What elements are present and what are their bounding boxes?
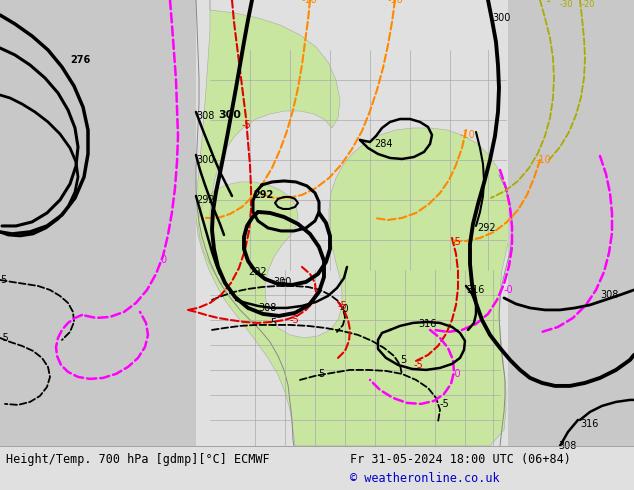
Text: 308: 308 [600, 290, 618, 300]
Text: 316: 316 [466, 285, 484, 295]
Text: -10: -10 [536, 155, 552, 165]
Bar [508, 0, 634, 446]
Bar [0, 0, 196, 446]
Polygon shape [196, 0, 510, 446]
Text: 0: 0 [160, 255, 166, 265]
Text: 308: 308 [196, 111, 214, 121]
Text: 292: 292 [477, 223, 496, 233]
Text: -5: -5 [440, 399, 450, 409]
Text: 5: 5 [270, 318, 276, 328]
Text: -20: -20 [582, 0, 595, 9]
Text: 5: 5 [318, 369, 324, 379]
Text: -5: -5 [338, 301, 348, 311]
Text: 292: 292 [196, 195, 215, 205]
Text: Height/Temp. 700 hPa [gdmp][°C] ECMWF: Height/Temp. 700 hPa [gdmp][°C] ECMWF [6, 453, 269, 466]
Text: -30: -30 [560, 0, 574, 9]
Text: -5: -5 [278, 279, 288, 289]
Text: -0: -0 [504, 285, 514, 295]
Text: 316: 316 [580, 419, 598, 429]
Text: -5: -5 [0, 333, 10, 343]
Text: 276: 276 [70, 55, 90, 65]
Text: -5: -5 [290, 315, 300, 325]
Text: 300: 300 [492, 13, 510, 23]
Text: 316: 316 [418, 319, 436, 329]
Text: -5: -5 [242, 120, 252, 130]
Text: Fr 31-05-2024 18:00 UTC (06+84): Fr 31-05-2024 18:00 UTC (06+84) [350, 453, 571, 466]
Text: -5: -5 [452, 237, 462, 247]
Text: 308: 308 [558, 441, 576, 451]
Text: 284: 284 [374, 139, 392, 149]
Text: 5: 5 [400, 355, 406, 365]
Text: -1: -1 [544, 0, 552, 4]
Text: 308: 308 [258, 303, 276, 313]
Text: 292: 292 [253, 190, 273, 200]
Text: -10: -10 [388, 0, 404, 5]
Text: 300: 300 [196, 155, 214, 165]
Text: 292: 292 [248, 267, 267, 277]
Text: -5: -5 [414, 360, 424, 370]
Text: -10: -10 [302, 0, 318, 5]
Text: -0: -0 [340, 304, 349, 314]
Text: -10: -10 [460, 130, 476, 140]
Text: 300: 300 [273, 277, 292, 287]
Text: -0: -0 [452, 369, 462, 379]
Text: 5: 5 [0, 275, 6, 285]
Text: © weatheronline.co.uk: © weatheronline.co.uk [350, 472, 500, 486]
Text: 300: 300 [218, 110, 241, 120]
